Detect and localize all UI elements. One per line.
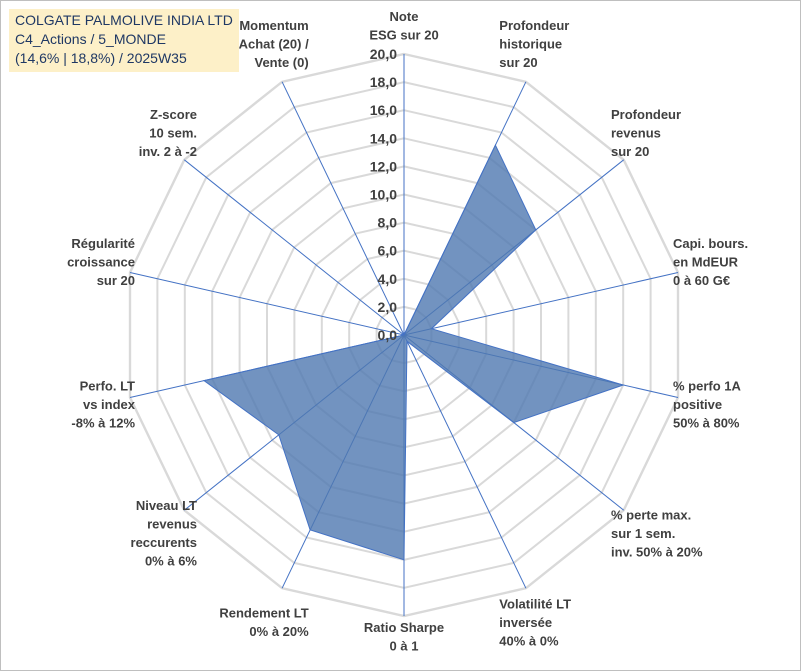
axis-label: Régularité croissance sur 20 bbox=[67, 236, 135, 288]
company-name: COLGATE PALMOLIVE INDIA LTD bbox=[15, 12, 233, 28]
radial-tick-labels: 0,0 2,0 4,0 6,0 8,0 10,0 12,0 14,0 16,0 18,0 20,0 bbox=[370, 46, 397, 343]
axis-label: % perfo 1A positive 50% à 80% bbox=[673, 379, 742, 431]
tick-label: 4,0 bbox=[378, 271, 398, 287]
series-area bbox=[202, 143, 625, 561]
axis-label: Note ESG sur 20 bbox=[369, 9, 438, 43]
performance-week: (14,6% | 18,8%) / 2025W35 bbox=[15, 50, 187, 66]
axis-spoke bbox=[403, 334, 527, 589]
axis-label: Profondeur revenus sur 20 bbox=[611, 107, 681, 159]
tick-label: 2,0 bbox=[378, 299, 398, 315]
axis-spoke bbox=[403, 272, 679, 336]
tick-label: 14,0 bbox=[370, 130, 397, 146]
axis-label: Niveau LT revenus reccurents 0% à 6% bbox=[131, 498, 198, 568]
tick-label: 12,0 bbox=[370, 158, 397, 174]
tick-label: 6,0 bbox=[378, 243, 398, 259]
tick-label: 8,0 bbox=[378, 215, 398, 231]
axis-spoke bbox=[281, 81, 405, 336]
axis-label: Z-score 10 sem. inv. 2 à -2 bbox=[139, 107, 197, 159]
tick-label: 16,0 bbox=[370, 102, 397, 118]
axis-label: % perte max. sur 1 sem. inv. 50% à 20% bbox=[611, 507, 703, 559]
chart-header: COLGATE PALMOLIVE INDIA LTD C4_Actions /… bbox=[9, 9, 239, 72]
radar-series bbox=[202, 143, 625, 561]
axis-label: Ratio Sharpe 0 à 1 bbox=[364, 620, 444, 654]
axis-spoke bbox=[183, 159, 405, 336]
axis-label: Perfo. LT vs index -8% à 12% bbox=[71, 379, 135, 431]
tick-label: 18,0 bbox=[370, 74, 397, 90]
tick-label: 0,0 bbox=[378, 327, 398, 343]
category-path: C4_Actions / 5_MONDE bbox=[15, 31, 166, 47]
axis-label: Momentum Achat (20) / Vente (0) bbox=[239, 18, 309, 70]
tick-label: 10,0 bbox=[370, 187, 397, 203]
axis-label: Profondeur historique sur 20 bbox=[499, 18, 569, 70]
axis-spoke bbox=[129, 272, 405, 336]
axis-label: Capi. bours. en MdEUR 0 à 60 G€ bbox=[673, 236, 748, 288]
axis-labels: Note ESG sur 20 Profondeur historique sur 20… bbox=[67, 9, 748, 654]
tick-label: 20,0 bbox=[370, 46, 397, 62]
axis-label: Rendement LT 0% à 20% bbox=[219, 606, 309, 640]
axis-label: Volatilité LT inversée 40% à 0% bbox=[499, 597, 571, 649]
